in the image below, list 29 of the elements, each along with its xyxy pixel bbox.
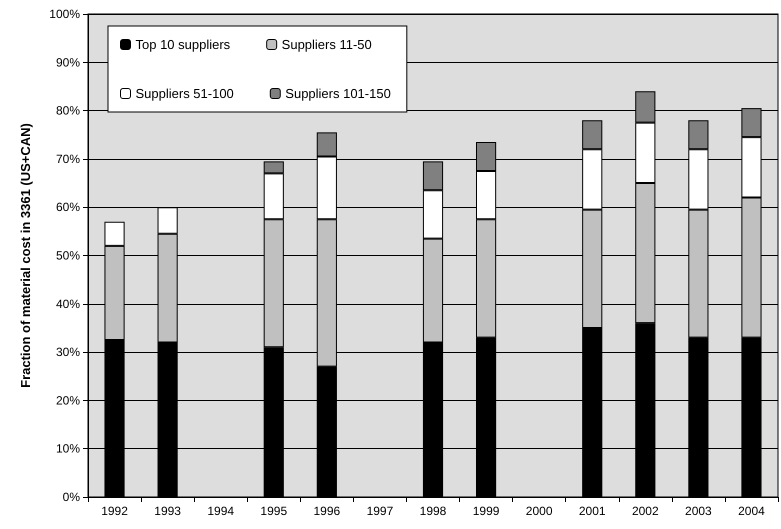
y-tick-label: 0%	[62, 490, 80, 504]
y-tick-label: 100%	[49, 7, 80, 21]
x-tick-label: 2002	[632, 504, 659, 518]
x-tick-label: 2001	[578, 504, 606, 518]
x-tick-label: 2000	[526, 504, 553, 518]
x-tick-label: 1995	[260, 504, 288, 518]
x-tick-label: 1996	[313, 504, 341, 518]
x-tick-label: 2003	[685, 504, 712, 518]
y-tick-label: 80%	[56, 104, 80, 118]
x-tick-label: 1993	[154, 504, 182, 518]
y-tick-label: 50%	[56, 248, 80, 262]
y-tick-label: 20%	[56, 393, 80, 408]
y-axis-title: Fraction of material cost in 3361 (US+CAN)	[18, 123, 33, 388]
x-tick-label: 1997	[366, 504, 394, 518]
legend-label: Suppliers 101-150	[285, 86, 391, 101]
y-tick-label: 10%	[56, 442, 80, 456]
legend-label: Suppliers 51-100	[136, 86, 234, 101]
legend-label: Suppliers 11-50	[282, 37, 372, 52]
y-tick-label: 40%	[56, 296, 80, 311]
x-tick-label: 2004	[738, 504, 766, 518]
x-tick-label: 1999	[472, 504, 500, 518]
legend-label: Top 10 suppliers	[136, 37, 231, 52]
x-tick-label: 1998	[420, 504, 447, 518]
x-tick-label: 1992	[101, 504, 128, 518]
y-tick-label: 90%	[56, 55, 80, 70]
y-tick-label: 60%	[56, 200, 80, 214]
x-tick-label: 1994	[207, 504, 234, 518]
y-tick-label: 30%	[56, 345, 80, 360]
y-tick-label: 70%	[56, 152, 80, 166]
